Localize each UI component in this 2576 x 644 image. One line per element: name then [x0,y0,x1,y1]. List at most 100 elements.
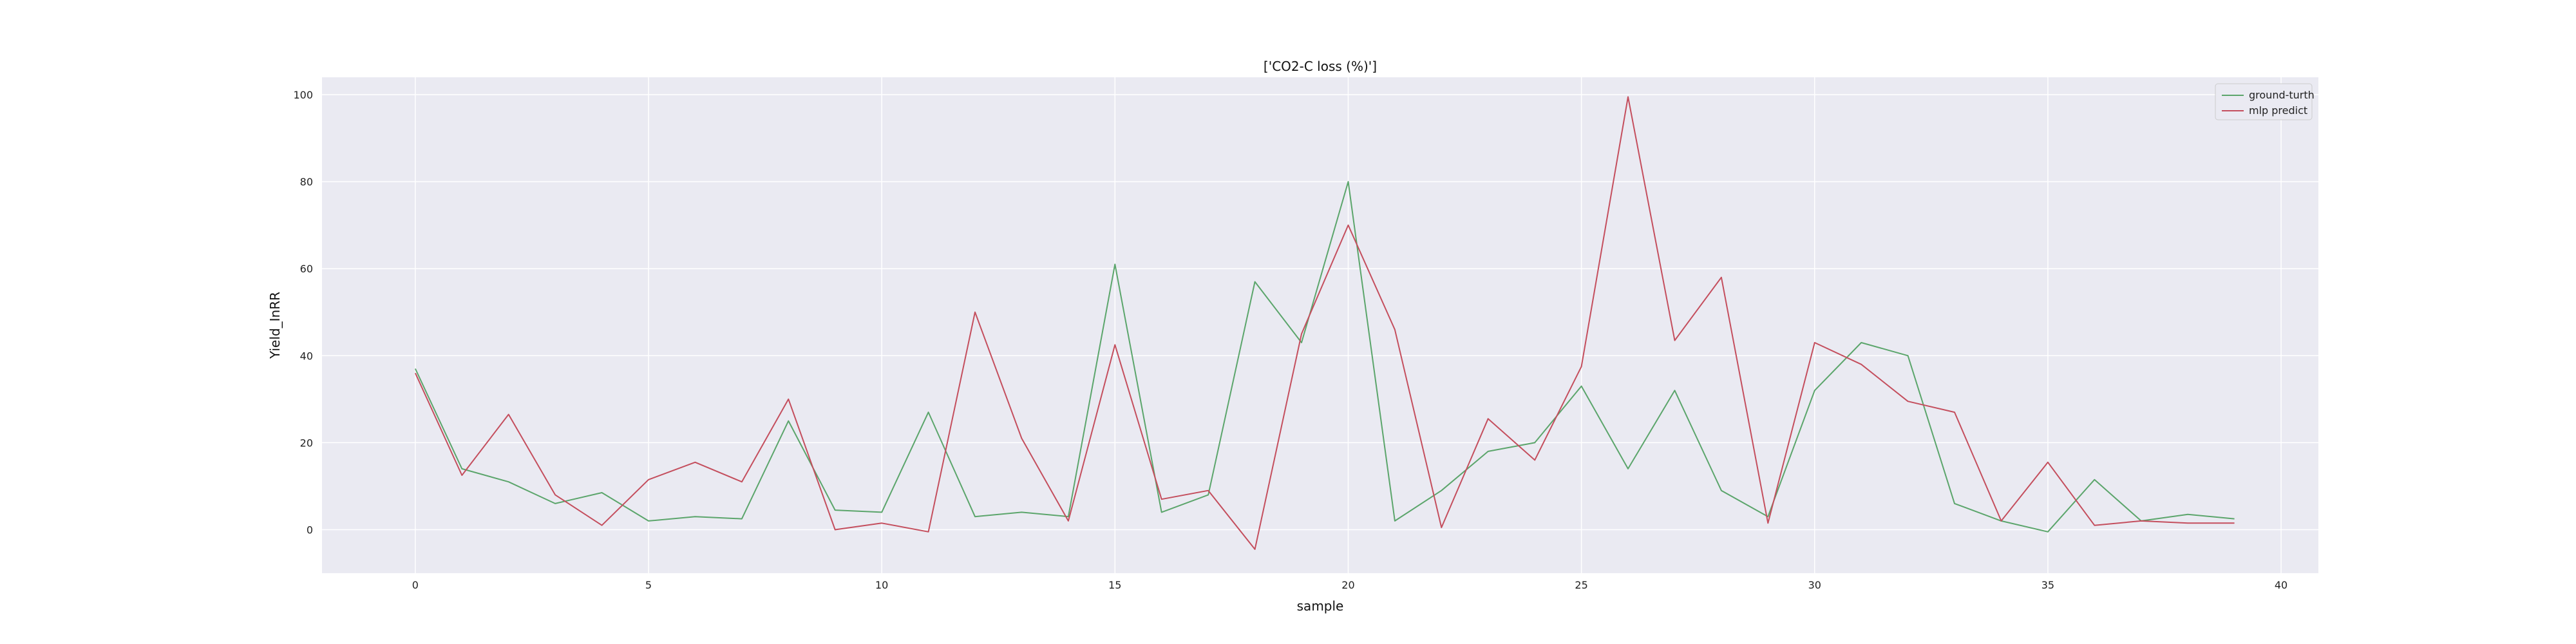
data-point-ground-turth [2233,518,2236,520]
data-point-ground-turth [974,515,976,518]
data-point-mlp-predict [1440,526,1443,529]
data-point-mlp-predict [1254,548,1256,551]
x-tick-label: 15 [1108,579,1121,591]
legend-label-mlp-predict: mlp predict [2249,104,2307,117]
plot-area [322,77,2318,573]
data-point-ground-turth [927,411,930,413]
data-point-ground-turth [1907,354,1909,357]
data-point-ground-turth [1487,450,1490,453]
x-tick-label: 30 [1808,579,1821,591]
x-axis-label: sample [1297,598,1344,614]
data-point-mlp-predict [741,480,743,483]
data-point-ground-turth [880,511,883,513]
data-point-mlp-predict [1160,498,1163,500]
data-point-mlp-predict [2000,520,2002,522]
data-point-ground-turth [601,491,603,494]
data-point-ground-turth [694,515,696,518]
legend: ground-turth mlp predict [2215,83,2315,120]
data-point-ground-turth [1113,263,1116,265]
x-tick-label: 0 [412,579,419,591]
data-point-mlp-predict [2047,461,2049,464]
data-point-ground-turth [1394,520,1396,522]
data-point-ground-turth [2047,531,2049,533]
series-line-ground-turth [414,181,2235,533]
data-point-mlp-predict [1580,365,1583,368]
y-tick-label: 80 [300,176,313,188]
x-tick-label: 20 [1341,579,1354,591]
chart-title: ['CO2-C loss (%)'] [1264,59,1377,74]
data-point-ground-turth [1720,489,1723,492]
data-point-mlp-predict [414,372,417,374]
legend-label-ground-turth: ground-turth [2249,89,2315,101]
data-point-ground-turth [1580,385,1583,388]
data-point-ground-turth [460,468,463,470]
data-point-ground-turth [1160,511,1163,513]
x-tick-label: 35 [2041,579,2054,591]
data-point-mlp-predict [1300,333,1303,336]
x-tick-label: 10 [875,579,888,591]
y-tick-label: 0 [307,524,313,536]
series-line-mlp-predict [414,96,2235,550]
data-point-mlp-predict [927,531,930,533]
data-point-ground-turth [741,518,743,520]
x-tick-label: 5 [645,579,652,591]
data-point-mlp-predict [2093,524,2096,527]
data-point-mlp-predict [2140,520,2143,522]
y-axis-label: Yield_InRR [267,292,283,359]
data-point-ground-turth [1533,441,1536,444]
data-point-ground-turth [414,368,417,370]
data-point-ground-turth [1673,389,1676,392]
tick-labels: 0 5 10 15 20 25 30 35 40 0 20 40 60 80 100 [293,89,2287,591]
data-point-ground-turth [1627,468,1629,470]
data-point-mlp-predict [880,522,883,524]
data-point-ground-turth [1440,489,1443,492]
y-tick-label: 40 [300,350,313,362]
data-point-mlp-predict [647,478,650,481]
data-point-mlp-predict [1347,224,1349,227]
data-point-mlp-predict [2233,522,2236,524]
data-point-mlp-predict [694,461,696,464]
x-tick-label: 40 [2275,579,2287,591]
data-point-mlp-predict [601,524,603,527]
data-point-mlp-predict [460,474,463,477]
data-point-ground-turth [1207,493,1209,496]
data-point-mlp-predict [2186,522,2189,524]
y-tick-label: 60 [300,263,313,275]
data-point-ground-turth [1814,389,1816,392]
data-point-mlp-predict [1020,437,1023,440]
data-point-mlp-predict [1207,489,1209,492]
data-point-mlp-predict [1113,343,1116,346]
data-point-ground-turth [2186,513,2189,516]
data-point-ground-turth [1254,280,1256,283]
y-tick-label: 20 [300,437,313,449]
data-point-mlp-predict [554,493,556,496]
data-point-mlp-predict [1766,522,1769,524]
data-point-mlp-predict [1487,417,1490,420]
data-point-ground-turth [834,509,837,511]
data-point-mlp-predict [507,413,510,415]
data-point-mlp-predict [1814,341,1816,344]
data-point-ground-turth [554,502,556,505]
data-point-mlp-predict [1627,95,1629,98]
series-layer [414,95,2236,551]
data-point-mlp-predict [787,398,790,401]
data-point-ground-turth [787,420,790,422]
grid [322,77,2318,573]
data-point-ground-turth [1300,341,1303,344]
data-point-ground-turth [1860,341,1862,344]
data-point-mlp-predict [1907,400,1909,402]
data-point-ground-turth [1953,502,1956,505]
data-point-mlp-predict [834,528,837,531]
data-point-ground-turth [507,480,510,483]
data-point-mlp-predict [1673,339,1676,342]
data-point-mlp-predict [1953,411,1956,413]
data-point-mlp-predict [1067,520,1070,522]
data-point-mlp-predict [1394,328,1396,331]
data-point-ground-turth [1020,511,1023,513]
data-point-mlp-predict [1860,363,1862,366]
x-tick-label: 25 [1575,579,1587,591]
y-tick-label: 100 [293,89,313,101]
data-point-mlp-predict [1533,459,1536,461]
